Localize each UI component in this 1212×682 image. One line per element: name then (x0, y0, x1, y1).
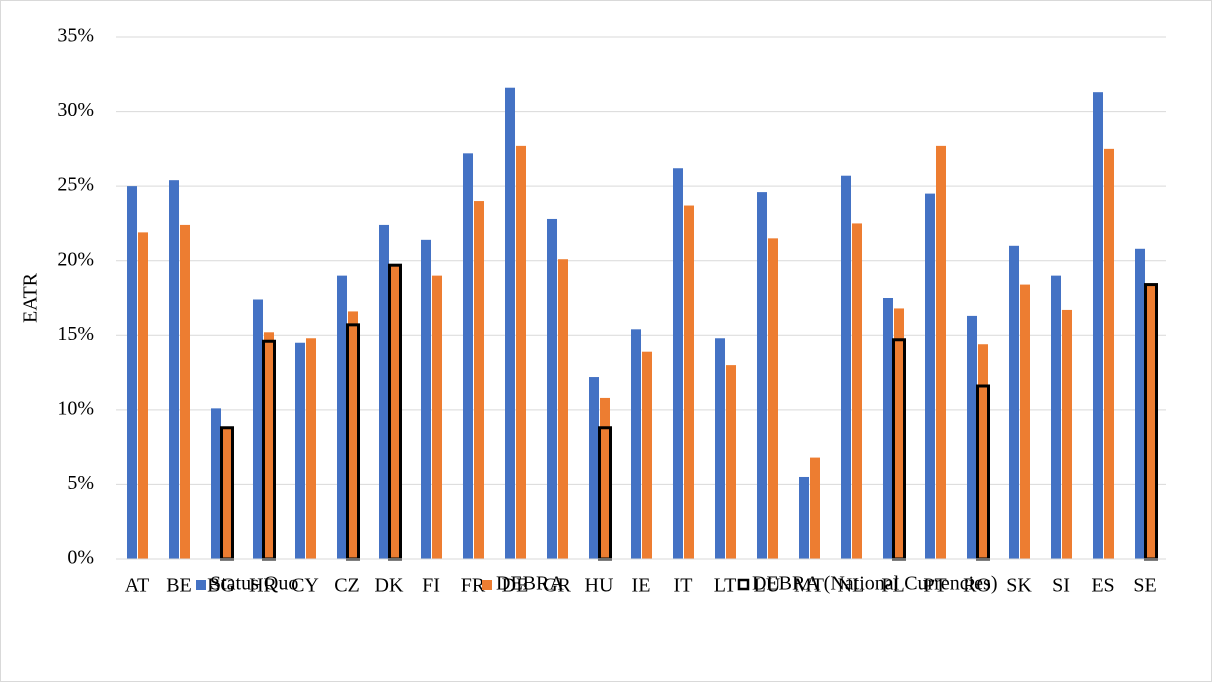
x-tick-label: IT (674, 575, 693, 597)
x-tick-label: DK (375, 575, 404, 597)
legend-swatch (196, 580, 206, 590)
y-tick-label: 15% (57, 323, 94, 345)
bar (264, 332, 274, 559)
bar (1135, 248, 1145, 560)
x-tick-label: AT (125, 575, 149, 597)
x-tick-label: HU (585, 575, 614, 597)
bar (421, 239, 431, 559)
bar (936, 145, 946, 560)
legend-label: Status Quo (210, 573, 298, 595)
bar (978, 344, 988, 559)
y-tick-label: 25% (57, 174, 94, 196)
bar (180, 224, 190, 560)
bar (589, 377, 599, 559)
x-tick-label: SI (1052, 575, 1070, 597)
bar (138, 232, 148, 559)
bar (127, 186, 137, 559)
bar (715, 338, 725, 559)
legend-label: DEBRA (National Currencies) (752, 573, 998, 595)
bar (799, 476, 809, 559)
legend-label: DEBRA (496, 573, 564, 595)
bar (348, 311, 358, 559)
bar (558, 259, 568, 559)
x-tick-label: DE (502, 575, 529, 597)
x-tick-label: HR (249, 575, 277, 597)
bar (967, 315, 977, 559)
x-tick-label: PL (881, 575, 904, 597)
x-tick-label: BE (166, 575, 192, 597)
bar (516, 145, 526, 560)
bar (222, 427, 232, 559)
bar (1020, 284, 1030, 559)
y-tick-label: 10% (57, 397, 94, 419)
bar (883, 298, 893, 559)
x-tick-label: SK (1006, 575, 1032, 597)
bar (337, 275, 347, 559)
y-tick-label: 35% (57, 25, 94, 47)
y-axis-label: EATR (20, 272, 42, 323)
x-tick-label: BG (207, 575, 235, 597)
x-tick-label: CZ (334, 575, 360, 597)
x-tick-label: LU (754, 575, 781, 597)
x-tick-label: ES (1091, 575, 1114, 597)
bar (1104, 148, 1114, 559)
bar (757, 192, 767, 559)
bar (211, 408, 221, 559)
bar (726, 365, 736, 559)
bar (642, 351, 652, 559)
bar (432, 275, 442, 559)
x-tick-label: IE (632, 575, 651, 597)
bar (390, 265, 400, 559)
bar (547, 218, 557, 559)
x-tick-label: FR (461, 575, 486, 597)
bar (1146, 284, 1156, 559)
bar (684, 205, 694, 559)
legend-swatch (482, 580, 492, 590)
bar (673, 168, 683, 559)
bar (810, 457, 820, 559)
bar (295, 342, 305, 559)
bar (852, 223, 862, 559)
bar (925, 193, 935, 559)
bar (1009, 245, 1019, 560)
bar (463, 153, 473, 559)
y-tick-label: 0% (67, 547, 94, 569)
bar (894, 308, 904, 559)
bar (841, 175, 851, 559)
y-tick-label: 20% (57, 248, 94, 270)
bar (505, 87, 515, 560)
x-tick-label: MT (794, 575, 824, 597)
bar (1051, 275, 1061, 559)
bar (1062, 309, 1072, 559)
bar (768, 238, 778, 560)
bar (253, 299, 263, 559)
y-tick-label: 30% (57, 99, 94, 121)
x-tick-label: RO (963, 575, 991, 597)
bar (600, 397, 610, 559)
bar (169, 180, 179, 560)
bar (379, 224, 389, 560)
y-tick-label: 5% (67, 472, 94, 494)
bar (631, 329, 641, 559)
x-tick-label: CY (291, 575, 319, 597)
bar (1093, 92, 1103, 559)
x-tick-label: PT (923, 575, 946, 597)
bar (474, 201, 484, 560)
bar (306, 338, 316, 559)
x-tick-label: FI (422, 575, 440, 597)
x-tick-label: SE (1133, 575, 1156, 597)
legend-swatch (737, 578, 750, 591)
x-tick-label: NL (838, 575, 865, 597)
x-tick-label: LT (714, 575, 737, 597)
x-tick-label: GR (543, 575, 571, 597)
